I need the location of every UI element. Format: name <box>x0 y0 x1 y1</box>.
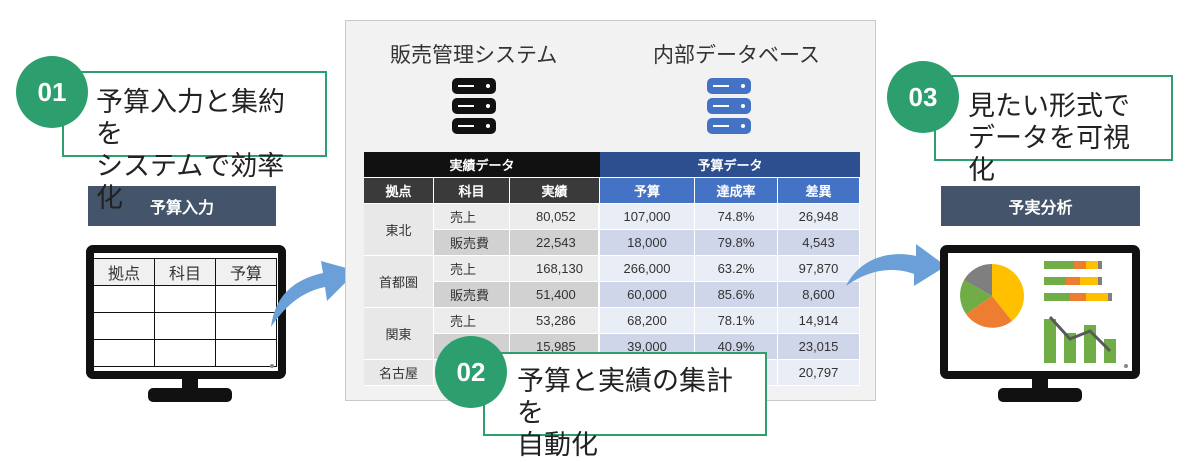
input-cell[interactable] <box>93 339 155 367</box>
monitor-power-led <box>1124 364 1128 368</box>
diff-cell: 26,948 <box>778 204 860 230</box>
step-02-badge: 02 <box>435 336 507 408</box>
internal-db-title: 内部データベース <box>653 43 820 67</box>
step-03-line1: 見たい形式で <box>968 91 1130 122</box>
region-cell: 首都圏 <box>364 256 434 308</box>
step-02-box: 予算と実績の集計を 自動化 <box>483 352 767 461</box>
table-row: 販売費 22,543 18,000 79.8% 4,543 <box>364 230 860 256</box>
column-header: 達成率 <box>695 178 778 204</box>
step-01-box: 予算入力と集約を システムで効率化 <box>62 71 327 214</box>
actual-cell: 51,400 <box>510 282 600 308</box>
step-03-box: 見たい形式で データを可視化 <box>934 75 1173 186</box>
rate-cell: 79.8% <box>695 230 778 256</box>
item-cell: 売上 <box>434 308 510 334</box>
region-cell: 関東 <box>364 308 434 360</box>
item-cell: 売上 <box>434 204 510 230</box>
data-table: 実績データ 予算データ 拠点 科目 実績 予算 達成率 差異 東北 売上 80,… <box>364 152 860 386</box>
monitor-power-led <box>270 364 274 368</box>
input-cell[interactable] <box>215 339 277 367</box>
step-02-line2: 自動化 <box>517 430 598 461</box>
diff-cell: 8,600 <box>778 282 860 308</box>
actual-cell: 168,130 <box>510 256 600 282</box>
input-cell[interactable] <box>93 285 155 313</box>
bar-chart-icon <box>1044 261 1116 363</box>
analysis-label: 予実分析 <box>941 186 1140 226</box>
sales-system-title: 販売管理システム <box>390 43 558 67</box>
column-header: 差異 <box>778 178 860 204</box>
budget-cell: 60,000 <box>600 282 695 308</box>
table-row: 東北 売上 80,052 107,000 74.8% 26,948 <box>364 204 860 256</box>
input-header-budget: 予算 <box>215 258 277 286</box>
arrow-right-icon <box>271 261 357 327</box>
analysis-label-text: 予実分析 <box>1008 198 1073 217</box>
budget-cell: 266,000 <box>600 256 695 282</box>
input-cell[interactable] <box>154 339 216 367</box>
database-black-icon <box>452 78 496 134</box>
diff-cell: 14,914 <box>778 308 860 334</box>
actual-cell: 53,286 <box>510 308 600 334</box>
rate-cell: 63.2% <box>695 256 778 282</box>
step-01-number: 01 <box>37 76 67 107</box>
step-01-badge: 01 <box>16 56 88 128</box>
input-cell[interactable] <box>93 312 155 340</box>
actual-cell: 80,052 <box>510 204 600 230</box>
column-header: 実績 <box>510 178 600 204</box>
left-monitor: 拠点 科目 予算 <box>86 245 286 379</box>
actual-data-header: 実績データ <box>364 152 600 178</box>
item-cell: 売上 <box>434 256 510 282</box>
input-header-item: 科目 <box>154 258 216 286</box>
diff-cell: 97,870 <box>778 256 860 282</box>
table-row: 首都圏 売上 168,130 266,000 63.2% 97,870 <box>364 256 860 308</box>
budget-input-table: 拠点 科目 予算 <box>93 258 277 367</box>
column-header: 予算 <box>600 178 695 204</box>
budget-input-label: 予算入力 <box>88 186 276 226</box>
input-cell[interactable] <box>215 285 277 313</box>
item-cell: 販売費 <box>434 230 510 256</box>
left-monitor-stand <box>148 377 232 402</box>
rate-cell: 78.1% <box>695 308 778 334</box>
budget-cell: 18,000 <box>600 230 695 256</box>
step-03-number: 03 <box>908 81 938 112</box>
table-row: 関東 売上 53,286 68,200 78.1% 14,914 <box>364 308 860 360</box>
database-blue-icon <box>707 78 751 134</box>
right-monitor-stand <box>998 377 1082 402</box>
region-cell: 東北 <box>364 204 434 256</box>
right-monitor <box>940 245 1140 379</box>
budget-data-header: 予算データ <box>600 152 860 178</box>
step-01-line1: 予算入力と集約を <box>96 87 285 150</box>
column-header: 拠点 <box>364 178 434 204</box>
actual-cell: 22,543 <box>510 230 600 256</box>
rate-cell: 74.8% <box>695 204 778 230</box>
step-02-number: 02 <box>456 356 486 387</box>
budget-cell: 107,000 <box>600 204 695 230</box>
pie-chart-icon <box>960 263 1025 328</box>
input-cell[interactable] <box>215 312 277 340</box>
diff-cell: 23,015 <box>778 334 860 360</box>
input-header-location: 拠点 <box>93 258 155 286</box>
rate-cell: 85.6% <box>695 282 778 308</box>
budget-cell: 68,200 <box>600 308 695 334</box>
input-cell[interactable] <box>154 312 216 340</box>
item-cell: 販売費 <box>434 282 510 308</box>
step-03-line2: データを可視化 <box>968 123 1130 186</box>
table-row: 販売費 51,400 60,000 85.6% 8,600 <box>364 282 860 308</box>
diff-cell: 4,543 <box>778 230 860 256</box>
step-02-line1: 予算と実績の集計を <box>517 366 733 429</box>
arrow-right-icon <box>846 244 946 286</box>
diff-cell: 20,797 <box>778 360 860 386</box>
step-01-line2: システムで効率化 <box>96 151 285 214</box>
column-header: 科目 <box>434 178 510 204</box>
region-cell: 名古屋 <box>364 360 434 386</box>
budget-input-label-text: 予算入力 <box>149 198 214 217</box>
center-panel: 販売管理システム 内部データベース 実績データ 予算データ 拠点 科目 実績 予… <box>345 20 876 401</box>
input-cell[interactable] <box>154 285 216 313</box>
step-03-badge: 03 <box>887 61 959 133</box>
